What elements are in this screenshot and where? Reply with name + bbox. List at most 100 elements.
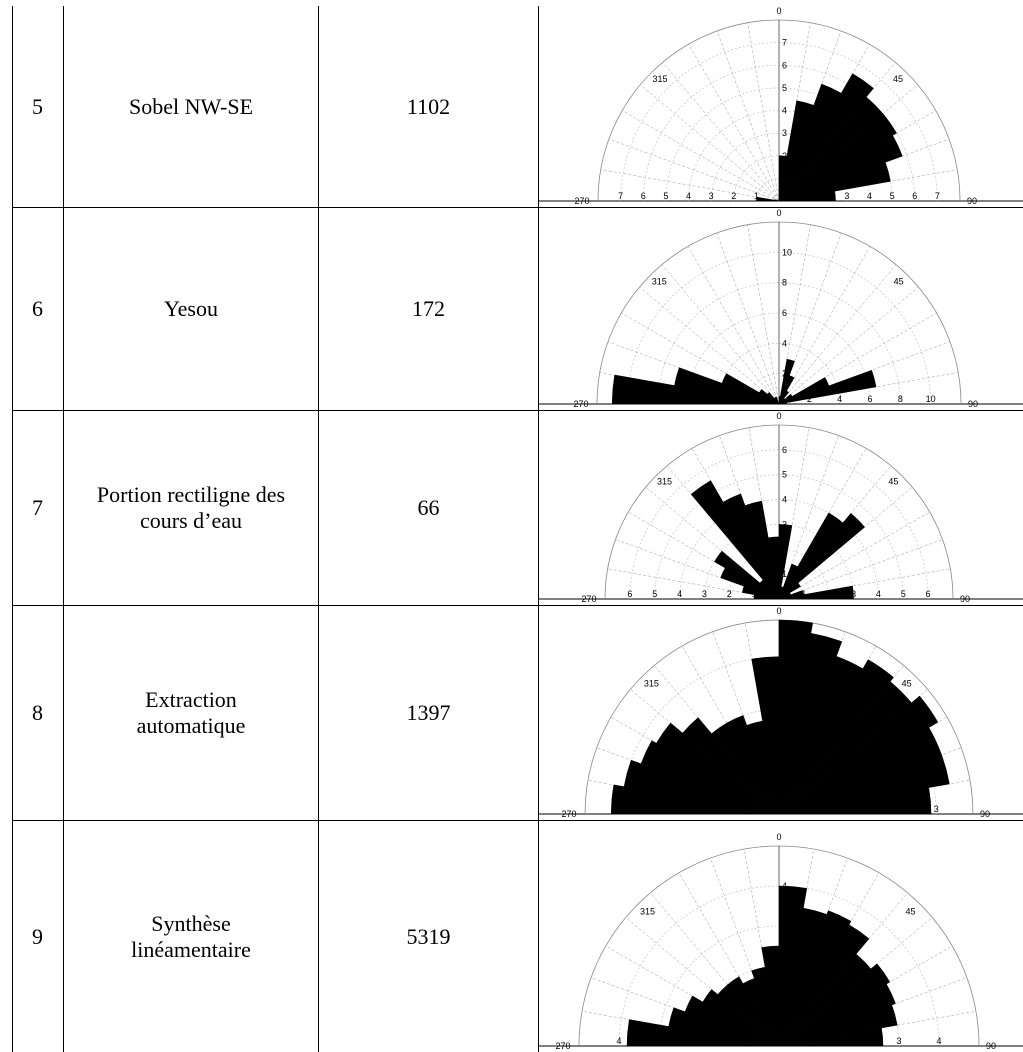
angular-label: 315 [657,477,672,487]
rose-petal [756,196,780,202]
rose-petal [623,759,780,815]
rose-petal [656,722,780,815]
radial-tick-label: 6 [782,60,787,70]
rose-petal [778,582,801,600]
angular-label: 270 [581,594,596,604]
lineament-count: 172 [412,296,445,321]
rose-petal [714,550,780,600]
angular-label: 0 [776,606,781,616]
rose-petal [778,924,870,1047]
rose-petal [778,983,896,1047]
angular-label: 270 [573,399,588,409]
radial-tick-label: 2 [826,589,831,599]
rose-petal [778,524,793,600]
rose-ring [679,499,879,600]
lineament-count: 5319 [406,923,451,949]
rose-petal [767,392,780,405]
angular-label: 0 [776,411,781,421]
radial-tick-label: 2 [782,369,787,379]
table-border [12,410,1023,411]
angular-label: 315 [640,906,655,916]
rose-spoke [747,22,780,202]
rose-ring [629,449,929,600]
radial-tick-label: 1 [782,173,787,183]
angular-label: 45 [902,678,912,688]
radial-tick-label: 5 [652,589,657,599]
angular-label: 0 [776,832,781,842]
radial-tick-label: 4 [837,394,842,404]
lineament-count: 1102 [406,93,451,119]
table-border [12,207,1023,208]
rose-diagram-cell: 2 2 2 4 4 4 6 6 6 8 8 8 10 10 10 270 315 0 45 90 [539,208,1023,410]
radial-tick-label: 8 [782,278,787,288]
radial-tick-label: 2 [807,394,812,404]
rose-petal [640,740,780,815]
radial-tick-label: 6 [627,589,632,599]
radial-tick-label: 3 [896,1036,901,1046]
radial-tick-label: 1 [752,589,757,599]
rose-petal [674,367,780,405]
rose-diagram-cell: 1 1 1 2 2 2 3 3 3 270 315 0 45 90 [539,606,1023,820]
rose-petal [774,396,780,405]
radial-tick-label: 1 [782,569,787,579]
rose-petal [778,161,891,202]
rose-spoke [600,169,780,202]
rose-petal [778,375,795,405]
rose-petal [778,1027,884,1047]
radial-tick-label: 6 [641,191,646,201]
radial-tick-label: 2 [822,191,827,201]
row-number: 5 [32,93,43,119]
rose-petal [778,113,897,202]
rose-petal [778,1004,898,1047]
radial-tick-label: 1 [799,191,804,201]
radial-tick-label: 3 [782,652,787,662]
rose-spoke [625,917,780,1047]
rose-ring [657,282,901,405]
radial-tick-label: 4 [867,191,872,201]
rose-ring [627,252,931,405]
method-name-line: Synthèse [151,910,231,936]
rose-diagram: 1 1 1 2 2 2 3 3 3 270 315 0 45 90 [539,606,1023,819]
rose-petal [778,190,836,202]
rose-spoke [716,232,780,405]
radial-tick-label: 2 [672,804,677,814]
rose-diagram-cell: 1 1 1 2 2 2 3 3 3 4 4 4 5 5 5 6 6 6 270 315 0 45 90 [539,411,1023,605]
angular-label: 90 [968,399,978,409]
radial-tick-label: 3 [782,128,787,138]
row-number: 9 [32,923,43,949]
angular-label: 0 [776,6,781,16]
rose-petal [668,1007,780,1047]
radial-tick-label: 1 [782,1001,787,1011]
rose-spoke [778,427,810,600]
method-name-line: Extraction [145,687,237,712]
rose-spoke [640,84,780,202]
radial-tick-label: 4 [686,191,691,201]
angular-label: 270 [555,1041,570,1051]
radial-tick-label: 4 [782,106,787,116]
radial-tick-label: 4 [677,589,682,599]
rose-petal [690,480,780,600]
method-name: Portion rectiligne des cours d’eau [64,411,318,605]
rose-petal [778,585,854,600]
radial-tick-label: 3 [782,519,787,529]
radial-tick-label: 7 [618,191,623,201]
rose-petal [778,369,877,405]
angular-label: 45 [893,74,903,84]
radial-tick-label: 3 [619,804,624,814]
rose-spoke [622,110,780,202]
radial-tick-label: 10 [782,247,792,257]
radial-tick-label: 3 [702,589,707,599]
rose-spoke [778,286,919,405]
radial-tick-label: 6 [926,589,931,599]
table-border [318,6,319,1052]
table-row: 7 Portion rectiligne des cours d’eau 66 … [12,411,1023,605]
radial-tick-label: 5 [890,191,895,201]
table-border [538,6,539,1052]
radial-tick-label: 2 [782,544,787,554]
rose-spoke [778,435,839,600]
angular-label: 270 [561,809,576,819]
radial-tick-label: 4 [936,1036,941,1046]
rose-petal [778,73,874,202]
